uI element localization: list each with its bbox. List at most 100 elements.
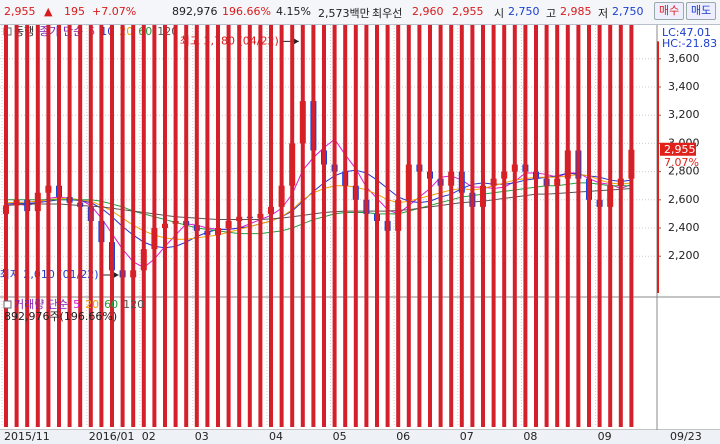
volume-bar	[110, 25, 114, 427]
volume-bar	[343, 25, 348, 427]
change-symbol: ▲	[44, 5, 53, 18]
legend-text: 120	[157, 25, 178, 38]
volume-bar	[629, 25, 634, 427]
volume-bar	[555, 25, 560, 427]
volume-bar	[406, 25, 411, 427]
volume-bar	[99, 25, 104, 427]
volume-bar	[131, 25, 136, 427]
chart: 2,2002,4002,6002,8003,0003,2003,4003,600…	[0, 25, 720, 444]
volume-bar	[152, 25, 157, 427]
volume-bar	[237, 25, 242, 428]
volume-bar	[57, 25, 61, 428]
volume-bar	[67, 25, 72, 427]
volume-ratio: 196.66%	[222, 5, 271, 18]
volume-title: 892,976주(196.66%)	[4, 310, 117, 323]
x-tick-label: 09	[598, 430, 612, 443]
volume-bar	[14, 25, 19, 427]
volume-bar	[258, 25, 263, 427]
last-change-label: 7.07%	[664, 156, 699, 169]
x-tick-label: 2015/11	[4, 430, 50, 443]
volume-bar	[459, 25, 464, 427]
x-tick-label: 03	[195, 430, 209, 443]
bid: 2,955	[452, 5, 484, 18]
y-tick-label: 3,400	[668, 80, 700, 93]
x-tick-label: 08	[523, 430, 537, 443]
volume-bar	[608, 25, 613, 427]
volume: 892,976	[172, 5, 218, 18]
x-tick-label: 02	[142, 430, 156, 443]
volume-bar	[194, 25, 199, 427]
volume-bar	[25, 25, 30, 427]
y-tick-label: 3,600	[668, 52, 700, 65]
y-tick-label: 3,200	[668, 108, 700, 121]
x-tick-label: 05	[333, 430, 347, 443]
volume-bar	[205, 25, 210, 427]
annotation-arrowhead	[293, 38, 299, 45]
volume-bar	[534, 25, 538, 427]
x-tick-label: 04	[269, 430, 283, 443]
volume-bar	[311, 25, 316, 427]
volume-bar	[141, 25, 146, 427]
x-axis-bg	[0, 430, 720, 444]
volume-bar	[597, 25, 602, 427]
y-tick-label: 2,600	[668, 193, 700, 206]
volume-bar	[46, 25, 51, 427]
legend-text: 60	[104, 298, 118, 311]
legend-text: 120	[123, 298, 144, 311]
volume-bar	[4, 25, 8, 427]
volume-bar	[491, 25, 496, 427]
y-tick-label: 2,400	[668, 221, 700, 234]
volume-bar	[88, 25, 93, 427]
volume-bar	[470, 25, 475, 427]
annotation-arrowhead	[113, 272, 119, 279]
volume-bar	[385, 25, 390, 427]
turnover: 4.15%	[276, 5, 311, 18]
volume-bar	[216, 25, 220, 427]
volume-bar	[481, 25, 485, 427]
legend-text: 5	[73, 298, 80, 311]
hc-label: HC:-21.83	[662, 37, 717, 50]
amount: 2,573백만	[318, 7, 370, 20]
sell-button[interactable]: 매도	[686, 2, 717, 20]
volume-bar	[353, 25, 358, 427]
low: 2,750	[612, 5, 644, 18]
volume-bar	[35, 25, 40, 427]
volume-bar	[587, 25, 591, 427]
volume-bar	[184, 25, 189, 427]
volume-bar	[512, 25, 517, 427]
volume-bar	[226, 25, 231, 427]
volume-bar	[163, 25, 167, 427]
volume-bar	[576, 25, 581, 427]
volume-bar	[364, 25, 369, 427]
volume-bar	[417, 25, 422, 427]
legend-text: 거래량 단순	[14, 298, 68, 311]
last-price-label: 2,955	[664, 143, 696, 156]
high-label: 고	[546, 7, 557, 20]
volume-bar	[173, 25, 178, 427]
best-label: 최우선	[372, 7, 403, 20]
volume-bar	[247, 25, 252, 427]
volume-bar	[502, 25, 507, 427]
volume-bar	[290, 25, 295, 427]
change-pct: +7.07%	[92, 5, 137, 18]
volume-bar	[565, 25, 570, 427]
legend-icon	[3, 300, 12, 309]
x-tick-label: 07	[460, 430, 474, 443]
buy-button[interactable]: 매수	[654, 2, 685, 20]
volume-bar	[300, 25, 305, 427]
last-date: 09/23	[670, 430, 702, 443]
high: 2,985	[560, 5, 592, 18]
quote-bar: 2,955 ▲ 195 +7.07% 892,976 196.66% 4.15%…	[0, 0, 720, 25]
x-tick-label: 2016/01	[89, 430, 135, 443]
lc-label: LC:47.01	[662, 26, 711, 39]
volume-bar	[332, 25, 337, 427]
legend-text: 종가 단순	[39, 25, 83, 38]
volume-bar	[544, 25, 549, 427]
low-label: 저	[598, 7, 609, 20]
volume-bar	[78, 25, 83, 427]
volume-bar	[428, 25, 432, 427]
ask: 2,960	[412, 5, 444, 18]
open: 2,750	[508, 5, 540, 18]
legend-text: 20	[85, 298, 99, 311]
